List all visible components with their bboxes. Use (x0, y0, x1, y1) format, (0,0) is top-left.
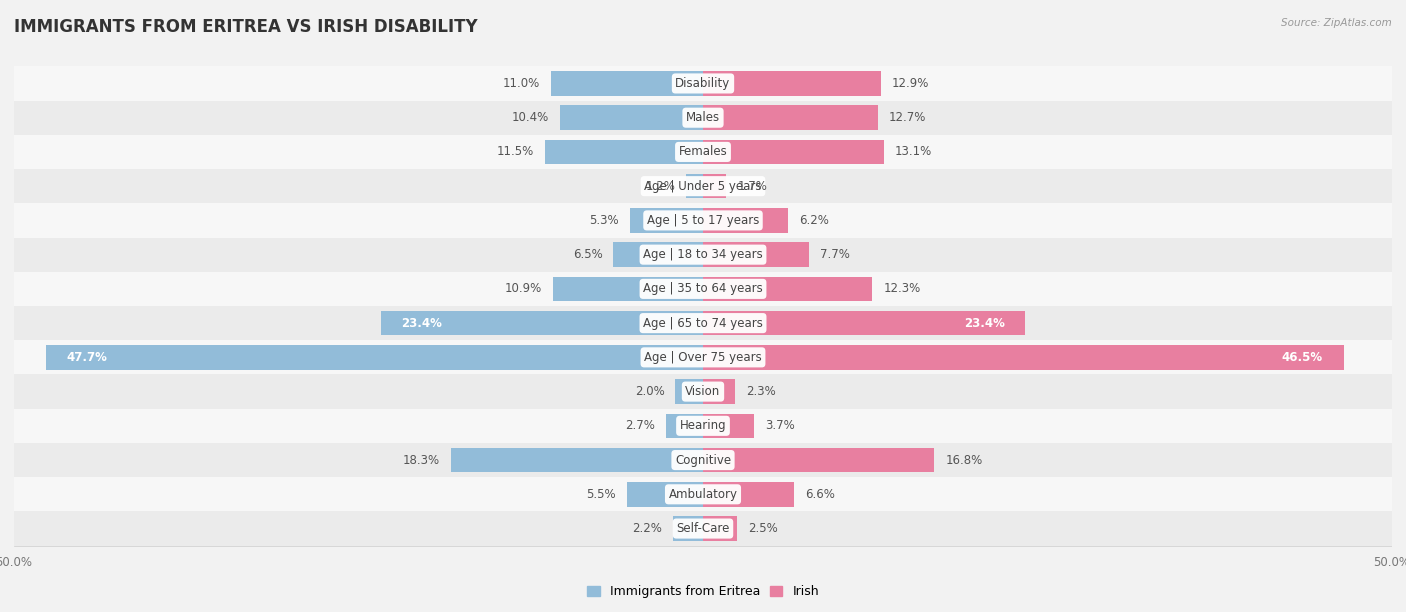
Text: Age | Under 5 years: Age | Under 5 years (644, 180, 762, 193)
Bar (627, 482, 703, 507)
Text: 12.7%: 12.7% (889, 111, 927, 124)
Bar (703, 448, 935, 472)
Text: IMMIGRANTS FROM ERITREA VS IRISH DISABILITY: IMMIGRANTS FROM ERITREA VS IRISH DISABIL… (14, 18, 478, 36)
Text: Vision: Vision (685, 385, 721, 398)
Bar (46, 345, 703, 370)
Bar (686, 174, 703, 198)
Bar (14, 443, 1392, 477)
Text: 1.7%: 1.7% (738, 180, 768, 193)
Text: 2.2%: 2.2% (631, 522, 662, 535)
Text: 6.6%: 6.6% (806, 488, 835, 501)
Text: 18.3%: 18.3% (402, 453, 440, 466)
Text: Ambulatory: Ambulatory (668, 488, 738, 501)
Text: 11.5%: 11.5% (496, 146, 533, 159)
Bar (703, 105, 877, 130)
Text: Age | 18 to 34 years: Age | 18 to 34 years (643, 248, 763, 261)
Text: Age | 35 to 64 years: Age | 35 to 64 years (643, 282, 763, 296)
Text: 1.2%: 1.2% (645, 180, 675, 193)
Bar (14, 272, 1392, 306)
Bar (613, 242, 703, 267)
Bar (14, 306, 1392, 340)
Bar (14, 409, 1392, 443)
Text: 10.4%: 10.4% (512, 111, 548, 124)
Bar (551, 71, 703, 96)
Bar (672, 516, 703, 541)
Text: 11.0%: 11.0% (503, 77, 540, 90)
Bar (14, 375, 1392, 409)
Bar (703, 311, 1025, 335)
Text: 5.3%: 5.3% (589, 214, 619, 227)
Bar (703, 208, 789, 233)
Text: 16.8%: 16.8% (945, 453, 983, 466)
Text: 6.5%: 6.5% (572, 248, 602, 261)
Text: Cognitive: Cognitive (675, 453, 731, 466)
Text: 3.7%: 3.7% (765, 419, 794, 432)
Text: 13.1%: 13.1% (894, 146, 932, 159)
Text: Males: Males (686, 111, 720, 124)
Text: 23.4%: 23.4% (401, 316, 441, 330)
Bar (675, 379, 703, 404)
Text: 10.9%: 10.9% (505, 282, 541, 296)
Text: 23.4%: 23.4% (965, 316, 1005, 330)
Bar (14, 340, 1392, 375)
Bar (14, 237, 1392, 272)
Bar (381, 311, 703, 335)
Bar (703, 242, 808, 267)
Bar (14, 203, 1392, 237)
Text: Age | 5 to 17 years: Age | 5 to 17 years (647, 214, 759, 227)
Text: Hearing: Hearing (679, 419, 727, 432)
Text: Age | 65 to 74 years: Age | 65 to 74 years (643, 316, 763, 330)
Bar (703, 482, 794, 507)
Bar (703, 516, 738, 541)
Bar (703, 71, 880, 96)
Text: 2.0%: 2.0% (634, 385, 665, 398)
Bar (14, 512, 1392, 546)
Bar (703, 414, 754, 438)
Bar (553, 277, 703, 301)
Text: 2.7%: 2.7% (624, 419, 655, 432)
Bar (544, 140, 703, 164)
Text: Self-Care: Self-Care (676, 522, 730, 535)
Text: 7.7%: 7.7% (820, 248, 851, 261)
Text: 47.7%: 47.7% (66, 351, 107, 364)
Text: Age | Over 75 years: Age | Over 75 years (644, 351, 762, 364)
Legend: Immigrants from Eritrea, Irish: Immigrants from Eritrea, Irish (582, 580, 824, 603)
Bar (703, 379, 735, 404)
Bar (14, 66, 1392, 100)
Text: 6.2%: 6.2% (800, 214, 830, 227)
Bar (666, 414, 703, 438)
Text: 12.3%: 12.3% (883, 282, 921, 296)
Bar (14, 169, 1392, 203)
Bar (14, 100, 1392, 135)
Text: 46.5%: 46.5% (1282, 351, 1323, 364)
Text: Females: Females (679, 146, 727, 159)
Bar (703, 174, 727, 198)
Bar (703, 140, 883, 164)
Bar (703, 277, 873, 301)
Text: Source: ZipAtlas.com: Source: ZipAtlas.com (1281, 18, 1392, 28)
Bar (14, 477, 1392, 512)
Text: 12.9%: 12.9% (891, 77, 929, 90)
Text: 5.5%: 5.5% (586, 488, 616, 501)
Bar (451, 448, 703, 472)
Text: 2.5%: 2.5% (748, 522, 778, 535)
Text: 2.3%: 2.3% (745, 385, 776, 398)
Bar (703, 345, 1344, 370)
Bar (14, 135, 1392, 169)
Bar (630, 208, 703, 233)
Bar (560, 105, 703, 130)
Text: Disability: Disability (675, 77, 731, 90)
